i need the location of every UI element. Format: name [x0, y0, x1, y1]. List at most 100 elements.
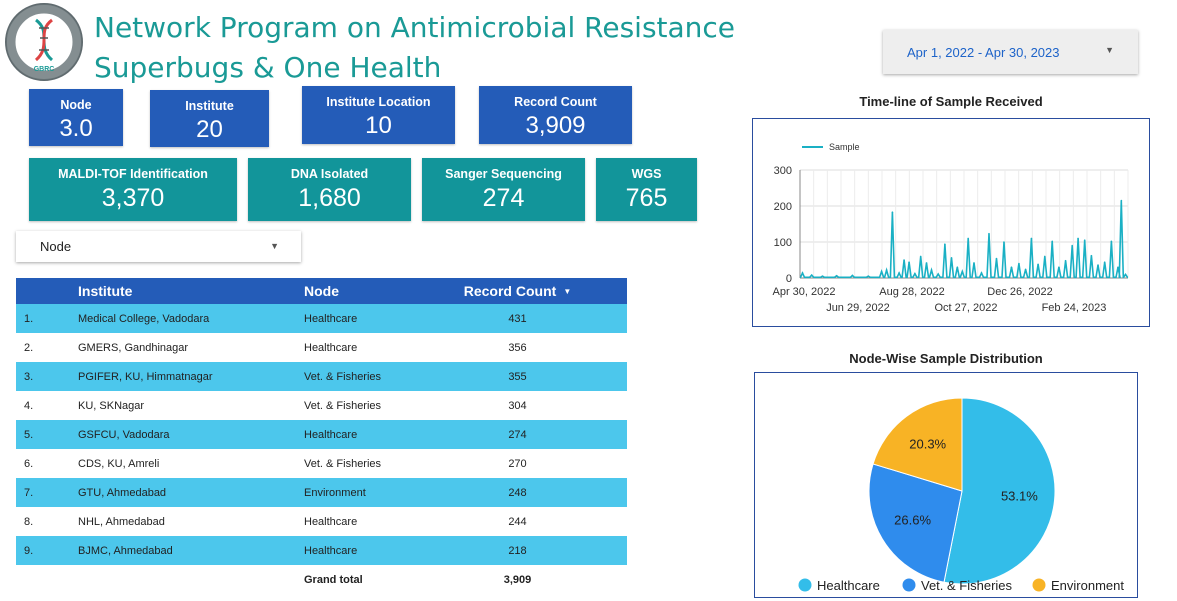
node-cell: Environment — [304, 486, 366, 499]
node-cell: Healthcare — [304, 312, 358, 325]
table-row[interactable]: 9. BJMC, Ahmedabad Healthcare 218 — [16, 536, 627, 565]
data-point — [810, 274, 813, 276]
node-cell: Vet. & Fisheries — [304, 457, 382, 470]
data-point — [1110, 240, 1113, 243]
data-point — [973, 262, 975, 264]
table-row[interactable]: 3. PGIFER, KU, Himmatnagar Vet. & Fisherie… — [16, 362, 627, 391]
record-count-cell: 218 — [508, 544, 527, 557]
caret-down-icon: ▼ — [270, 241, 279, 251]
pie-chart-title: Node-Wise Sample Distribution — [849, 351, 1043, 366]
data-point — [880, 270, 883, 273]
timeline-chart-panel: Sample 300 200 100 0 Apr 30, 2022 Aug 28, 202… — [752, 118, 1150, 327]
date-range-value: Apr 1, 2022 - Apr 30, 2023 — [907, 44, 1060, 60]
table-row[interactable]: 8. NHL, Ahmedabad Healthcare 244 — [16, 507, 627, 536]
table-row[interactable]: 2. GMERS, Gandhinagar Healthcare 356 — [16, 333, 627, 362]
data-point — [919, 255, 922, 258]
table-row[interactable]: 4. KU, SKNagar Vet. & Fisheries 304 — [16, 391, 627, 420]
x-tick-label: Dec 26, 2022 — [987, 286, 1052, 298]
kpi-value: 274 — [482, 184, 525, 212]
row-number: 2. — [24, 341, 34, 354]
kpi-value: 20 — [196, 116, 223, 143]
data-point — [967, 237, 969, 240]
data-point — [995, 257, 998, 260]
data-point — [1064, 259, 1067, 262]
row-number: 4. — [24, 399, 34, 412]
data-point — [1018, 262, 1020, 265]
kpi-value: 3,909 — [525, 112, 586, 139]
kpi-institute-location: Institute Location 10 — [302, 86, 455, 144]
kpi-wgs: WGS 765 — [596, 158, 697, 221]
data-point — [1097, 264, 1099, 266]
legend-swatch — [798, 578, 812, 592]
pie-slice-label: 53.1% — [1001, 489, 1038, 504]
table-row[interactable]: 5. GSFCU, Vadodara Healthcare 274 — [16, 420, 627, 449]
table-row[interactable]: 7. GTU, Ahmedabad Environment 248 — [16, 478, 627, 507]
institute-cell: Medical College, Vadodara — [78, 312, 210, 325]
node-cell: Vet. & Fisheries — [304, 399, 382, 412]
data-point — [1090, 254, 1093, 257]
column-header-institute[interactable]: Institute — [78, 283, 133, 299]
grand-total-label: Grand total — [304, 573, 363, 586]
pie-chart: 53.1% 26.6% 20.3% Healthcare Vet. & Fisherie… — [798, 397, 1124, 593]
institute-cell: GTU, Ahmedabad — [78, 486, 167, 499]
column-header-node[interactable]: Node — [304, 283, 339, 299]
data-point — [961, 270, 964, 273]
pie-slice-label: 26.6% — [894, 513, 931, 528]
data-point — [937, 273, 939, 275]
kpi-label: WGS — [631, 167, 662, 181]
legend-label: Environment — [1051, 578, 1124, 593]
kpi-maldi-tof: MALDI-TOF Identification 3,370 — [29, 158, 237, 221]
kpi-value: 765 — [625, 184, 668, 212]
institute-cell: GSFCU, Vadodara — [78, 428, 170, 441]
institute-cell: NHL, Ahmedabad — [78, 515, 165, 528]
data-point — [1043, 255, 1046, 258]
column-header-record-count[interactable]: Record Count ▼ — [456, 278, 579, 304]
data-point — [914, 272, 916, 275]
logo-abbr: GBRC — [34, 66, 55, 73]
series-line-sample — [799, 200, 1129, 279]
node-cell: Vet. & Fisheries — [304, 370, 382, 383]
data-point — [1058, 266, 1060, 268]
record-count-cell: 355 — [508, 370, 527, 383]
legend-swatch — [902, 578, 916, 592]
row-number: 5. — [24, 428, 34, 441]
data-point — [950, 257, 953, 259]
data-point — [925, 262, 928, 264]
pie-chart-panel: 53.1% 26.6% 20.3% Healthcare Vet. & Fisherie… — [754, 372, 1138, 598]
legend-label-sample: Sample — [829, 142, 860, 152]
caret-down-icon: ▼ — [1105, 45, 1114, 55]
data-point — [1124, 273, 1127, 276]
x-tick-label: Apr 30, 2022 — [773, 286, 836, 298]
x-tick-label: Aug 28, 2022 — [879, 286, 944, 298]
table-row[interactable]: 6. CDS, KU, Amreli Vet. & Fisheries 270 — [16, 449, 627, 478]
kpi-value: 3,370 — [101, 184, 165, 212]
kpi-label: Institute Location — [326, 95, 431, 109]
table-row[interactable]: 1. Medical College, Vadodara Healthcare 431 — [16, 304, 627, 333]
data-point — [1071, 244, 1074, 247]
date-range-picker[interactable]: Apr 1, 2022 - Apr 30, 2023 ▼ — [883, 30, 1138, 74]
node-filter-value: Node — [40, 239, 72, 254]
record-count-cell: 274 — [508, 428, 527, 441]
column-header-record-count-label: Record Count — [463, 283, 557, 299]
kpi-sanger-sequencing: Sanger Sequencing 274 — [422, 158, 585, 221]
gbrc-logo: GBRC — [4, 2, 84, 82]
grand-total-row: Grand total 3,909 — [16, 565, 627, 594]
data-point — [885, 269, 888, 271]
row-number: 6. — [24, 457, 34, 470]
pie-slice-healthcare[interactable] — [943, 397, 1056, 585]
data-point — [1037, 263, 1039, 266]
x-tick-label: Jun 29, 2022 — [826, 302, 890, 314]
pie-slice-environment[interactable] — [872, 397, 963, 492]
kpi-label: MALDI-TOF Identification — [58, 167, 208, 181]
legend-label: Vet. & Fisheries — [921, 578, 1013, 593]
kpi-value: 10 — [365, 112, 392, 139]
institute-cell: KU, SKNagar — [78, 399, 145, 412]
data-point — [908, 261, 910, 263]
data-point — [1120, 199, 1123, 202]
node-filter-dropdown[interactable]: Node ▼ — [16, 231, 301, 262]
data-point — [956, 266, 959, 268]
kpi-label: Record Count — [514, 95, 597, 109]
node-cell: Healthcare — [304, 341, 358, 354]
pie-slice-vet-fisheries[interactable] — [868, 463, 963, 583]
